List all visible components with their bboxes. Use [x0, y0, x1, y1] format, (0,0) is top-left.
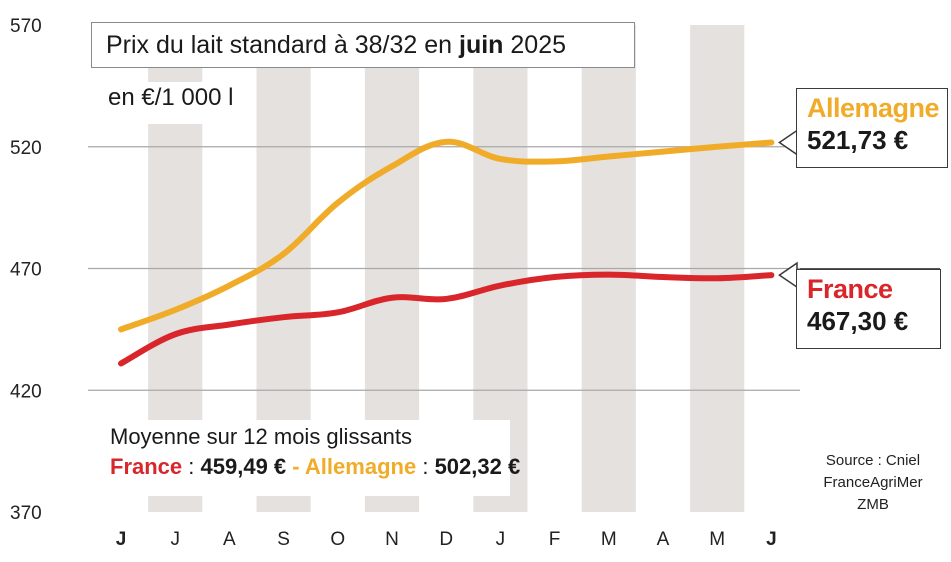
x-tick-label: M [709, 529, 725, 550]
x-tick-label: F [549, 529, 561, 550]
chart-title-prefix: Prix du lait standard à 38/32 en [106, 31, 453, 59]
x-tick-label: D [439, 529, 453, 550]
average-heading: Moyenne sur 12 mois glissants [110, 424, 413, 449]
y-tick-label: 420 [10, 381, 42, 402]
unit-label: en €/1 000 l [100, 82, 242, 124]
x-tick-label: N [385, 529, 399, 550]
x-tick-label: M [601, 529, 617, 550]
legend-germany: Allemagne 521,73 € [796, 88, 948, 168]
legend-france-name: France [807, 274, 893, 304]
x-tick-label: A [657, 529, 670, 550]
legend-germany-value: 521,73 € [807, 125, 909, 155]
legend-germany-name: Allemagne [807, 93, 940, 123]
chart-title-year: 2025 [510, 31, 567, 59]
y-axis-ticks: 370 420 470 520 570 [10, 16, 42, 524]
average-separator: - [292, 454, 300, 479]
series-line-germany [118, 138, 775, 333]
chart-title: Prix du lait standard à 38/32 en juin 20… [91, 22, 635, 68]
x-tick-label: J [496, 529, 506, 550]
average-germany-value: 502,32 € [434, 454, 521, 479]
series-lines [118, 129, 798, 367]
legend-france: France 467,30 € [796, 269, 941, 349]
x-tick-label: J [116, 529, 127, 550]
average-colon-1: : [188, 454, 195, 479]
x-tick-label: S [277, 529, 290, 550]
callout-arrow [778, 261, 798, 289]
average-france-label: France [110, 454, 183, 479]
y-tick-label: 570 [10, 16, 42, 37]
y-tick-label: 520 [10, 138, 42, 159]
y-tick-label: 470 [10, 260, 42, 281]
average-box: Moyenne sur 12 mois glissants France : 4… [100, 420, 520, 496]
average-values: France : 459,49 € - Allemagne : 502,32 € [110, 454, 520, 480]
legend-france-value: 467,30 € [807, 306, 909, 336]
source-line-1: Source : Cniel [825, 452, 921, 469]
series-line-france [118, 271, 775, 367]
source-note: Source : Cniel FranceAgriMer ZMB [808, 450, 938, 516]
average-germany-label: Allemagne [304, 454, 417, 479]
source-line-2: FranceAgriMer [823, 474, 923, 491]
x-tick-label: J [170, 529, 180, 550]
callout-arrow [778, 129, 798, 156]
x-tick-label: O [330, 529, 345, 550]
x-tick-label: J [766, 529, 777, 550]
y-tick-label: 370 [10, 503, 42, 524]
source-line-3: ZMB [857, 496, 889, 513]
average-france-value: 459,49 € [200, 454, 287, 479]
x-tick-label: A [223, 529, 236, 550]
average-colon-2: : [422, 454, 429, 479]
chart-title-month: juin [459, 31, 504, 59]
